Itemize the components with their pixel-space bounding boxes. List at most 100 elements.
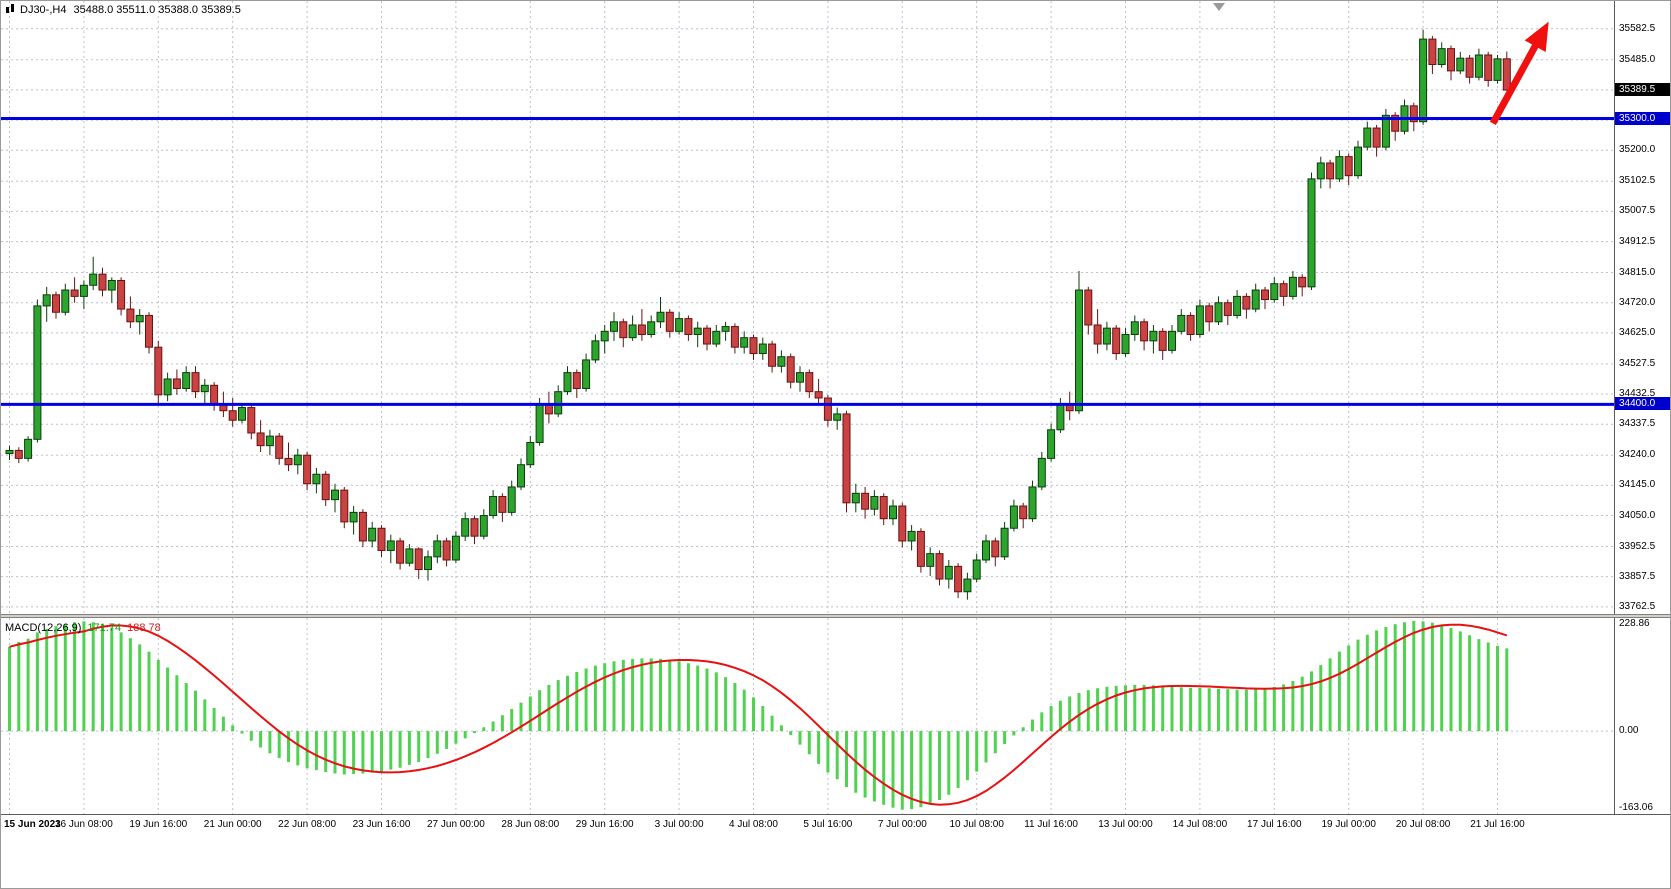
bull-candle — [433, 540, 442, 558]
macd-histogram-bar — [240, 731, 244, 734]
macd-histogram-bar — [584, 668, 588, 732]
bull-candle — [1177, 314, 1186, 332]
bear-candle — [358, 511, 367, 542]
macd-histogram-bar — [1310, 671, 1313, 732]
macd-histogram-bar — [1449, 628, 1453, 732]
bull-candle — [1316, 162, 1325, 180]
macd-histogram-bar — [975, 731, 979, 772]
macd-histogram-bar — [194, 690, 197, 732]
bear-candle — [154, 346, 163, 396]
macd-histogram-bar — [1319, 665, 1323, 732]
bull-candle — [33, 305, 42, 440]
bull-candle — [656, 311, 665, 323]
hline-price-tag: 35300.0 — [1615, 111, 1670, 125]
macd-histogram-bar — [398, 731, 402, 768]
macd-histogram-bar — [798, 731, 802, 745]
bull-candle — [1381, 114, 1390, 148]
bull-candle — [1354, 146, 1362, 177]
macd-histogram-bar — [956, 731, 960, 788]
macd-histogram-bar — [1068, 696, 1072, 732]
bull-candle — [1149, 330, 1158, 342]
time-axis[interactable]: 15 Jun 2023 16 Jun 08:00 19 Jun 16:00 21 Ju… — [1, 814, 1670, 840]
bull-candle — [610, 321, 618, 332]
time-axis-label: 13 Jul 00:00 — [1098, 819, 1153, 830]
bear-candle — [730, 326, 739, 348]
bull-candle — [182, 372, 191, 389]
macd-histogram-bar — [947, 731, 951, 795]
macd-histogram-bar — [1440, 625, 1444, 732]
price-axis[interactable]: 35582.5 35485.0 35200.0 35102.5 35007.5 34912… — [1614, 1, 1670, 614]
macd-histogram-bar — [45, 629, 49, 732]
bull-candle — [312, 473, 321, 485]
bull-candle — [758, 343, 767, 355]
macd-histogram-bar — [1458, 631, 1462, 732]
macd-histogram-bar — [686, 663, 690, 732]
bear-candle — [786, 356, 795, 383]
panel-separator[interactable] — [1, 614, 1670, 618]
up-arrow-annotation[interactable] — [1489, 21, 1549, 126]
bull-candle — [554, 391, 563, 415]
macd-histogram-bar — [175, 675, 179, 732]
bear-candle — [898, 505, 907, 542]
macd-histogram-bar — [528, 696, 532, 732]
bear-candle — [665, 311, 674, 332]
price-axis-label: 35102.5 — [1619, 175, 1656, 187]
bull-candle — [1047, 429, 1056, 459]
bear-candle — [321, 473, 330, 501]
bull-candle — [740, 337, 749, 348]
time-axis-label: 22 Jun 08:00 — [278, 819, 337, 830]
bear-candle — [1502, 58, 1511, 91]
price-axis-label: 34625.0 — [1619, 326, 1656, 338]
price-axis-label: 35200.0 — [1619, 144, 1656, 156]
candlestick-chart-icon — [5, 4, 16, 14]
bull-candle — [563, 372, 572, 393]
chart-header: DJ30-,H4 35488.0 35511.0 35388.0 35389.5 — [5, 4, 241, 16]
macd-axis-label: 228.86 — [1619, 618, 1650, 629]
price-chart-canvas[interactable] — [1, 1, 1614, 614]
bull-candle — [721, 326, 730, 332]
chart-shift-marker[interactable] — [1213, 3, 1225, 11]
bear-candle — [749, 337, 758, 355]
bull-candle — [1214, 302, 1223, 323]
bull-candle — [1419, 38, 1428, 123]
macd-histogram-bar — [17, 642, 21, 732]
macd-histogram-bar — [166, 667, 170, 732]
macd-histogram-bar — [1151, 685, 1155, 732]
macd-histogram-bar — [1403, 622, 1406, 732]
bull-candle — [1028, 486, 1037, 520]
bull-candle — [1233, 295, 1242, 316]
bull-candle — [628, 324, 637, 339]
bull-candle — [591, 340, 600, 361]
symbol-timeframe-label: DJ30-,H4 — [20, 4, 67, 16]
macd-histogram-bar — [789, 731, 793, 735]
macd-histogram-bar — [352, 731, 356, 774]
bear-candle — [1409, 105, 1418, 123]
macd-histogram-bar — [1217, 688, 1220, 732]
bear-candle — [1205, 305, 1214, 323]
bear-candle — [954, 565, 963, 593]
macd-histogram-bar — [1356, 639, 1360, 732]
bull-candle — [200, 384, 209, 393]
macd-canvas[interactable] — [1, 618, 1614, 814]
macd-name-label: MACD(12,26,9) — [5, 622, 82, 634]
bear-candle — [1223, 302, 1232, 316]
bull-candle — [517, 464, 525, 488]
macd-histogram-bar — [1412, 620, 1416, 732]
macd-histogram-bar — [259, 731, 263, 748]
time-axis-label: 4 Jul 08:00 — [729, 819, 778, 830]
macd-histogram-bar — [203, 699, 207, 732]
bull-candle — [1456, 57, 1465, 72]
bull-candle — [331, 489, 339, 501]
macd-axis: 228.86 0.00 -163.06 — [1614, 618, 1670, 814]
macd-histogram-bar — [1505, 648, 1509, 732]
macd-histogram-bar — [928, 731, 932, 805]
bear-candle — [126, 308, 135, 323]
hline-price-tag: 34400.0 — [1615, 397, 1670, 411]
bull-candle — [135, 314, 144, 323]
macd-histogram-bar — [389, 731, 393, 770]
bull-candle — [712, 330, 721, 345]
macd-histogram-bar — [1300, 676, 1304, 732]
macd-histogram-bar — [538, 690, 542, 732]
price-axis-label: 35582.5 — [1619, 22, 1656, 34]
